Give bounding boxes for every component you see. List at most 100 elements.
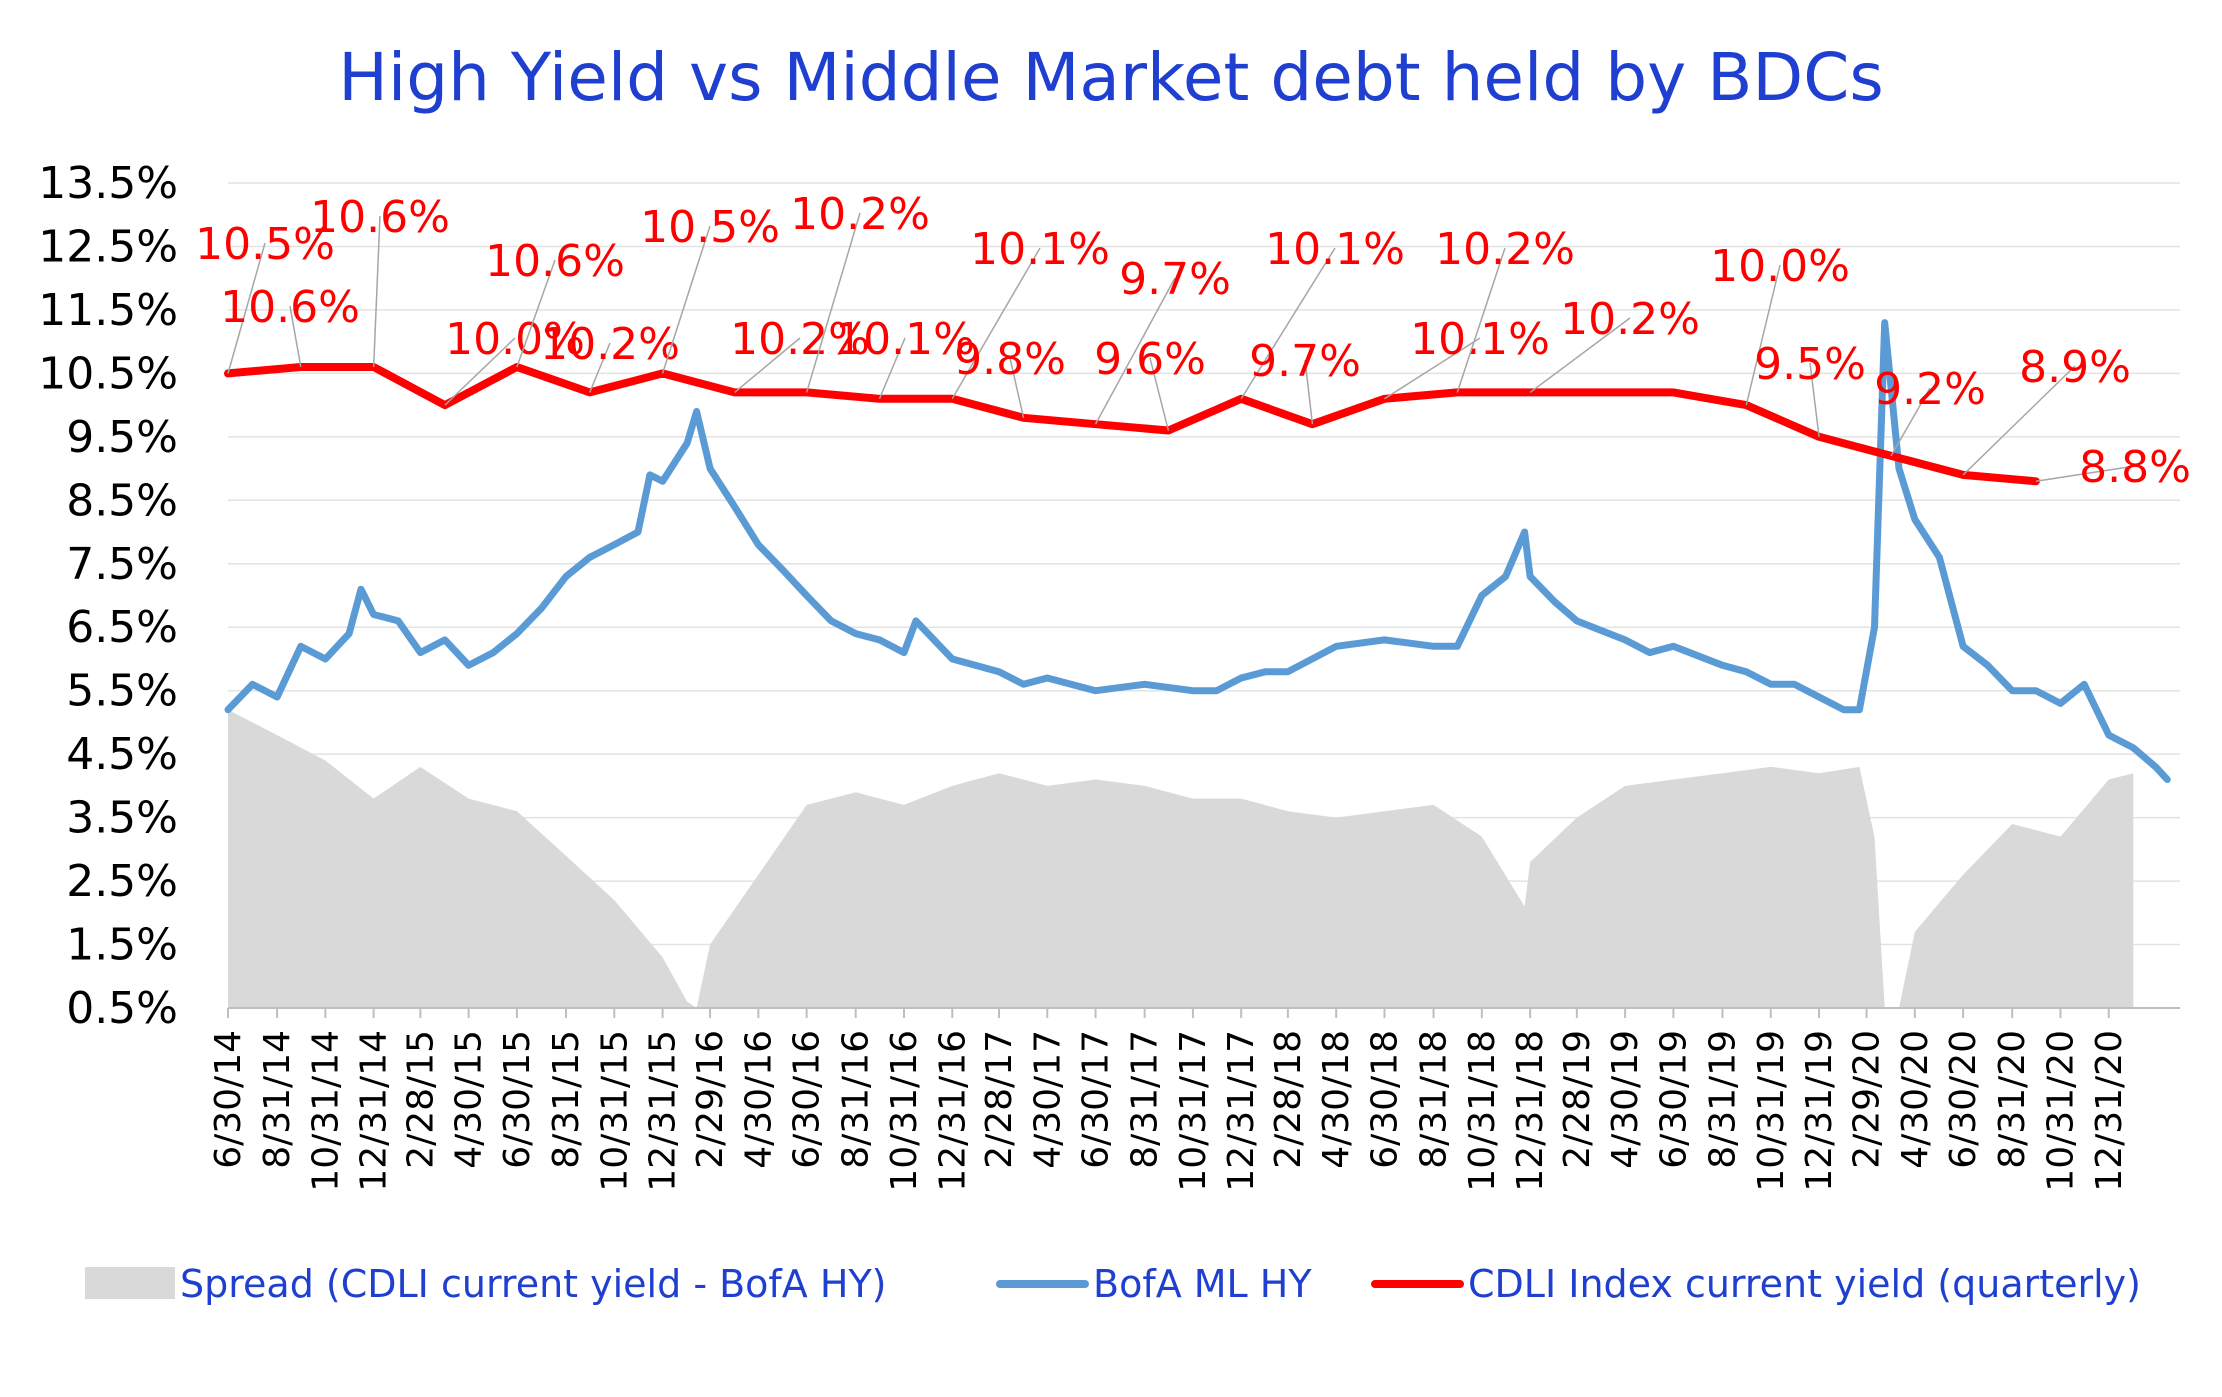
x-tick-label: 8/31/16 bbox=[836, 1030, 877, 1169]
cdli-data-label: 10.0% bbox=[445, 314, 585, 365]
legend-label-spread: Spread (CDLI current yield - BofA HY) bbox=[180, 1262, 887, 1306]
x-tick-label: 12/31/16 bbox=[932, 1030, 973, 1192]
x-tick-label: 2/28/19 bbox=[1557, 1030, 1598, 1169]
x-tick-label: 2/29/20 bbox=[1847, 1030, 1888, 1169]
cdli-data-label: 9.7% bbox=[1249, 336, 1361, 387]
x-tick-label: 2/29/16 bbox=[690, 1030, 731, 1169]
x-tick-label: 10/31/20 bbox=[2040, 1030, 2081, 1192]
x-tick-label: 6/30/20 bbox=[1943, 1030, 1984, 1169]
x-tick-label: 6/30/17 bbox=[1076, 1030, 1117, 1169]
data-labels: 10.5%10.6%10.6%10.0%10.6%10.2%10.5%10.2%… bbox=[195, 189, 2191, 493]
spread-area bbox=[228, 709, 2134, 1008]
x-tick-label: 2/28/17 bbox=[979, 1030, 1020, 1169]
y-tick-label: 2.5% bbox=[66, 856, 178, 907]
cdli-data-label: 10.5% bbox=[640, 202, 780, 253]
data-label-leader bbox=[1009, 357, 1025, 418]
data-label-leader bbox=[878, 337, 906, 400]
x-tick-label: 6/30/16 bbox=[787, 1030, 828, 1169]
data-label-leader bbox=[2035, 465, 2136, 483]
y-tick-label: 10.5% bbox=[38, 348, 178, 399]
data-label-leader bbox=[661, 225, 711, 374]
chart-title: High Yield vs Middle Market debt held by… bbox=[338, 39, 1883, 116]
data-label-leader bbox=[1094, 277, 1176, 425]
y-tick-label: 8.5% bbox=[66, 475, 178, 526]
x-tick-label: 4/30/15 bbox=[449, 1030, 490, 1169]
x-tick-label: 12/31/15 bbox=[643, 1030, 684, 1192]
cdli-data-label: 10.0% bbox=[1710, 241, 1850, 292]
cdli-yield-line bbox=[224, 363, 2040, 486]
legend-label-cdli: CDLI Index current yield (quarterly) bbox=[1468, 1262, 2141, 1306]
x-tick-label: 10/31/19 bbox=[1751, 1030, 1792, 1192]
cdli-data-label: 9.6% bbox=[1094, 334, 1206, 385]
data-label-leader bbox=[805, 212, 861, 393]
bofa-hy-line bbox=[224, 319, 2171, 783]
cdli-data-label: 10.6% bbox=[485, 236, 625, 287]
x-tick-label: 12/31/20 bbox=[2089, 1030, 2130, 1192]
x-tick-label: 10/31/17 bbox=[1173, 1030, 1214, 1192]
x-tick-label: 10/31/14 bbox=[305, 1030, 346, 1192]
y-tick-label: 0.5% bbox=[66, 983, 178, 1034]
data-label-leader bbox=[1962, 365, 2076, 476]
cdli-data-label: 9.2% bbox=[1874, 364, 1986, 415]
cdli-data-label: 10.2% bbox=[540, 319, 680, 370]
data-label-leader bbox=[1456, 247, 1506, 393]
cdli-data-label: 10.1% bbox=[1265, 224, 1405, 275]
y-tick-label: 3.5% bbox=[66, 793, 178, 844]
legend-swatch-spread bbox=[85, 1267, 175, 1299]
x-tick-label: 2/28/15 bbox=[400, 1030, 441, 1169]
cdli-data-label: 9.7% bbox=[1119, 254, 1231, 305]
cdli-data-label: 8.8% bbox=[2079, 442, 2191, 493]
data-label-leader bbox=[444, 337, 516, 406]
legend-label-bofa-hy: BofA ML HY bbox=[1093, 1262, 1312, 1306]
cdli-data-label: 10.6% bbox=[220, 282, 360, 333]
line-series bbox=[224, 319, 2171, 783]
data-label-leader bbox=[227, 242, 266, 374]
y-tick-label: 13.5% bbox=[38, 158, 178, 209]
data-label-leader bbox=[734, 337, 801, 393]
x-tick-label: 10/31/15 bbox=[594, 1030, 635, 1192]
x-tick-label: 10/31/18 bbox=[1462, 1030, 1503, 1192]
y-tick-label: 4.5% bbox=[66, 729, 178, 780]
x-tick-label: 8/31/19 bbox=[1702, 1030, 1743, 1169]
legend: Spread (CDLI current yield - BofA HY) Bo… bbox=[85, 1262, 2141, 1306]
x-tick-label: 2/28/18 bbox=[1268, 1030, 1309, 1169]
x-tick-label: 12/31/17 bbox=[1221, 1030, 1262, 1192]
x-tick-label: 6/30/19 bbox=[1653, 1030, 1694, 1169]
x-tick-label: 8/31/14 bbox=[257, 1030, 298, 1169]
data-label-leader bbox=[951, 247, 1041, 400]
x-tick-label: 12/31/18 bbox=[1510, 1030, 1551, 1192]
x-tick-label: 12/31/14 bbox=[354, 1030, 395, 1192]
x-tick-label: 4/30/19 bbox=[1605, 1030, 1646, 1169]
x-tick-label: 4/30/20 bbox=[1895, 1030, 1936, 1169]
data-label-leader bbox=[516, 259, 556, 368]
cdli-data-label: 10.2% bbox=[1560, 294, 1700, 345]
y-tick-label: 11.5% bbox=[38, 285, 178, 336]
x-tick-label: 4/30/16 bbox=[738, 1030, 779, 1169]
x-tick-label: 8/31/17 bbox=[1125, 1030, 1166, 1169]
x-tick-label: 6/30/14 bbox=[208, 1030, 249, 1169]
data-label-leader bbox=[589, 342, 611, 393]
data-label-leader bbox=[1745, 264, 1781, 406]
x-tick-label: 8/31/18 bbox=[1414, 1030, 1455, 1169]
data-label-leader bbox=[289, 305, 302, 368]
cdli-data-label: 10.1% bbox=[970, 224, 1110, 275]
data-label-leader bbox=[1240, 247, 1336, 400]
data-label-leader bbox=[1304, 359, 1314, 425]
data-label-leader bbox=[1384, 337, 1481, 400]
y-tick-label: 5.5% bbox=[66, 666, 178, 717]
spread-area-series bbox=[228, 709, 2134, 1008]
y-tick-label: 9.5% bbox=[66, 412, 178, 463]
x-tick-label: 8/31/15 bbox=[546, 1030, 587, 1169]
cdli-data-label: 10.2% bbox=[730, 314, 870, 365]
data-label-leader bbox=[1890, 387, 1931, 457]
cdli-data-label: 10.2% bbox=[1435, 224, 1575, 275]
y-tick-label: 6.5% bbox=[66, 602, 178, 653]
cdli-data-label: 10.5% bbox=[195, 219, 335, 270]
x-tick-label: 10/31/16 bbox=[884, 1030, 925, 1192]
x-tick-label: 6/30/15 bbox=[497, 1030, 538, 1169]
cdli-data-label: 10.6% bbox=[310, 192, 450, 243]
y-tick-label: 12.5% bbox=[38, 221, 178, 272]
data-label-leader bbox=[1149, 357, 1170, 431]
axes: 13.5% 12.5% 11.5% 10.5% 9.5% 8.5% 7.5% 6.5% 5.5%… bbox=[38, 158, 2180, 1192]
